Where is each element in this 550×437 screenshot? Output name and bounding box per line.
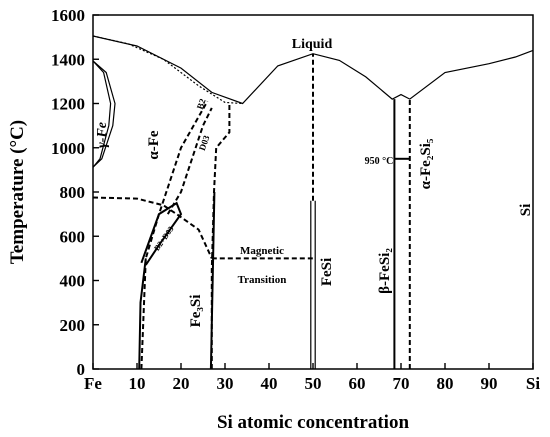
x-tick-label: 80	[437, 374, 454, 393]
label-alpha-fe: α-Fe	[146, 130, 162, 160]
label-b2-d03: B2+D03	[152, 225, 175, 253]
x-tick-label: 20	[173, 374, 190, 393]
fe3si-solvus-left	[138, 258, 147, 370]
label-alpha-fe2si5: α-Fe₂Si₅	[418, 138, 434, 189]
label-transition: Transition	[238, 274, 287, 286]
label-fe3si: Fe₃Si	[188, 295, 204, 328]
y-tick-label: 0	[77, 360, 86, 379]
y-axis-title: Temperature (°C)	[7, 120, 28, 264]
y-tick-label: 1200	[51, 95, 85, 114]
b2-d03-loop	[140, 201, 183, 266]
x-tick-label: 10	[129, 374, 146, 393]
label-si: Si	[518, 204, 534, 217]
y-tick-label: 1000	[51, 139, 85, 158]
gamma-loop-curve	[92, 60, 116, 168]
x-tick-label: 30	[217, 374, 234, 393]
label-950c: 950 °C	[365, 156, 394, 167]
y-tick-label: 1600	[51, 6, 85, 25]
x-tick-label: 60	[349, 374, 366, 393]
y-tick-label: 400	[60, 272, 86, 291]
y-tick-label: 200	[60, 316, 86, 335]
magnetic-boundary	[92, 196, 213, 259]
x-tick-label: Fe	[84, 374, 102, 393]
label-magnetic: Magnetic	[240, 245, 284, 257]
x-tick-label: 90	[481, 374, 498, 393]
x-tick-label: 70	[393, 374, 410, 393]
y-tick-label: 1400	[51, 50, 85, 69]
x-axis-ticks: Fe 10 20 30 40 50 60 70 80 90 Si	[84, 363, 540, 393]
x-tick-label: 50	[305, 374, 322, 393]
label-fesi: FeSi	[319, 258, 335, 286]
y-tick-label: 600	[60, 227, 86, 246]
x-tick-label: Si	[526, 374, 540, 393]
a2-b2-boundary	[140, 100, 209, 370]
y-tick-label: 800	[60, 183, 86, 202]
label-b2: B2	[195, 97, 208, 111]
label-beta-fesi2: β-FeSi₂	[377, 248, 393, 294]
phase-boundaries	[92, 35, 534, 370]
label-gamma-fe: γ-Fe	[95, 122, 110, 148]
liquidus-curve	[92, 35, 534, 105]
label-liquid: Liquid	[292, 37, 333, 52]
b2-d03-boundary	[166, 107, 213, 215]
gamma-loop-inner-curve	[92, 60, 112, 168]
x-tick-label: 40	[261, 374, 278, 393]
x-axis-title: Si atomic concentration	[217, 412, 410, 433]
y-axis-ticks: 0 200 400 600 800 1000 1200 1400 1600	[51, 6, 99, 379]
solidus-curve	[92, 35, 243, 105]
